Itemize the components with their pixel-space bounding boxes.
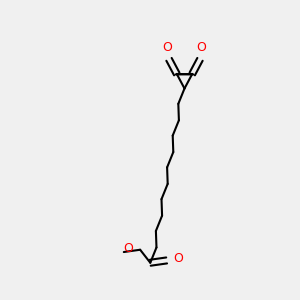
Text: O: O [173, 252, 183, 266]
Text: O: O [124, 242, 134, 255]
Text: O: O [163, 41, 172, 54]
Text: O: O [196, 41, 206, 54]
